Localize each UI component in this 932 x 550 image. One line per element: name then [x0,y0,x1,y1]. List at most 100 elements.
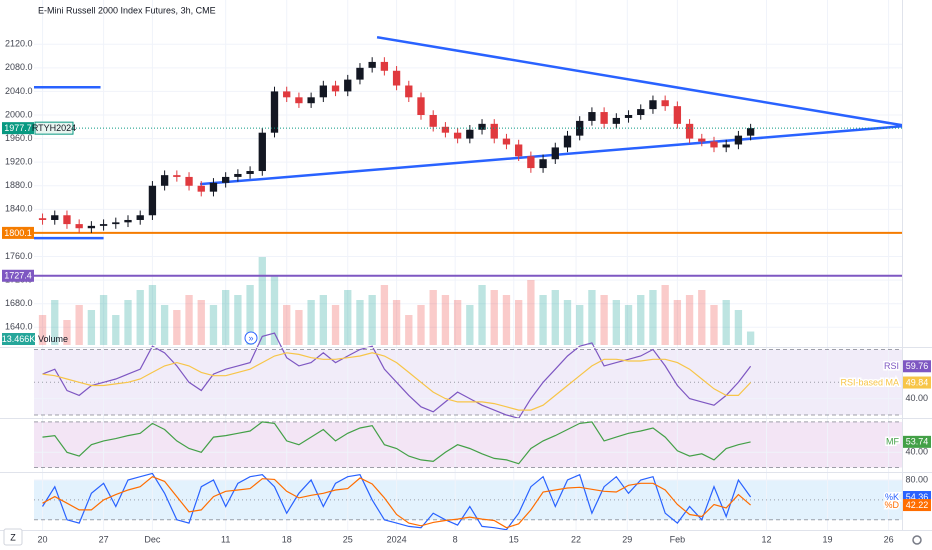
marks [34,35,902,530]
candle-body [417,97,425,115]
candle-body [63,215,71,225]
volume-bar [649,290,657,345]
series-name: RSI-based MA [840,377,899,387]
timezone-button[interactable] [3,528,23,546]
value-badge [903,360,931,373]
series-name: MF [886,437,899,447]
volume-bar [734,310,743,345]
symbol-badge [34,121,74,135]
volume-bar [222,290,230,345]
y-tick-label: 80.00 [905,474,928,484]
volume-bar [563,300,572,345]
value-label: 42.22 [906,500,929,510]
candle-body [466,129,474,139]
trendline [199,124,902,186]
y-tick-label: 1640.0 [5,322,33,332]
settings-button[interactable] [912,535,922,545]
candle-body [234,173,242,177]
candle-body [380,61,389,71]
candle-body [502,138,511,145]
volume-badge [2,333,35,345]
volume-bar [283,305,291,345]
volume-name: Volume [38,334,68,344]
volume-bar [392,300,401,345]
y-tick-label: 1960.0 [5,133,33,143]
indicator-line [41,472,752,530]
candle-body [87,225,96,229]
volume-bar [270,275,279,345]
candle-body [685,123,694,139]
volume-bar [295,310,303,345]
volume-bar [344,290,352,345]
volume-bar [331,305,340,345]
band-fill [34,349,902,416]
last-price-badge [2,122,34,135]
value-label: 54.36 [906,492,929,502]
volume-bar [746,331,755,345]
volume-bar [478,285,486,345]
volume-value: 13.466K [2,334,36,344]
candle-body [539,159,547,169]
y-tick-label: 1840.0 [5,204,33,214]
volume-bar [246,285,254,345]
candle-body [576,120,584,136]
last-price-label: 1977.7 [4,123,32,133]
candle-body [185,176,193,186]
candle-body [356,67,364,80]
value-badge [903,376,931,389]
indicator-line [42,476,751,529]
candle-body [136,215,144,220]
volume-bar [38,315,47,345]
symbol-label: RTYH2024 [32,123,76,133]
x-tick-label: 27 [99,534,109,544]
band-fill [34,421,902,468]
candle-body [197,185,205,192]
level-label: 1727.4 [4,271,32,281]
y-tick-label: 2120.0 [5,39,33,49]
volume-bar [185,295,193,345]
series-name: %D [884,500,899,510]
volume-bar [51,300,59,345]
volume-bar [600,295,608,345]
volume-bar [160,305,169,345]
volume-bar [685,295,694,345]
trendline [376,35,902,127]
series-name: %K [885,492,899,502]
candle-body [258,132,266,172]
indicator-line [42,421,751,465]
volume-bar [637,295,645,345]
y-tick-label: 40.00 [905,393,928,403]
candle-body [405,85,413,98]
x-tick-label: 11 [221,534,230,544]
candle-body [38,218,47,220]
event-icon[interactable] [244,331,258,345]
candle-body [148,185,157,216]
y-tick-label: 1760.0 [5,251,33,261]
candle-body [551,147,559,160]
candle-body [441,126,450,133]
candle-body [722,144,730,148]
candle-body [295,97,303,104]
candle-body [515,144,523,157]
value-label: 59.76 [906,361,929,371]
volume-bar [539,295,547,345]
x-tick-label: 12 [761,534,771,544]
volume-bar [527,280,535,345]
indicator-line [42,332,752,419]
volume-bar [99,295,108,345]
volume-bar [173,310,181,345]
volume-bar [356,300,364,345]
series-name: RSI [884,361,899,371]
x-tick-label: 8 [453,534,458,544]
candle-body [478,123,486,130]
volume-bar [258,257,266,345]
candle-body [307,97,315,104]
x-tick-label: 22 [571,534,581,544]
volume-bar [466,305,474,345]
candle-body [368,61,376,68]
candle-body [209,182,218,192]
event-icon-glyph: » [248,333,253,343]
x-tick-label: 15 [509,534,519,544]
